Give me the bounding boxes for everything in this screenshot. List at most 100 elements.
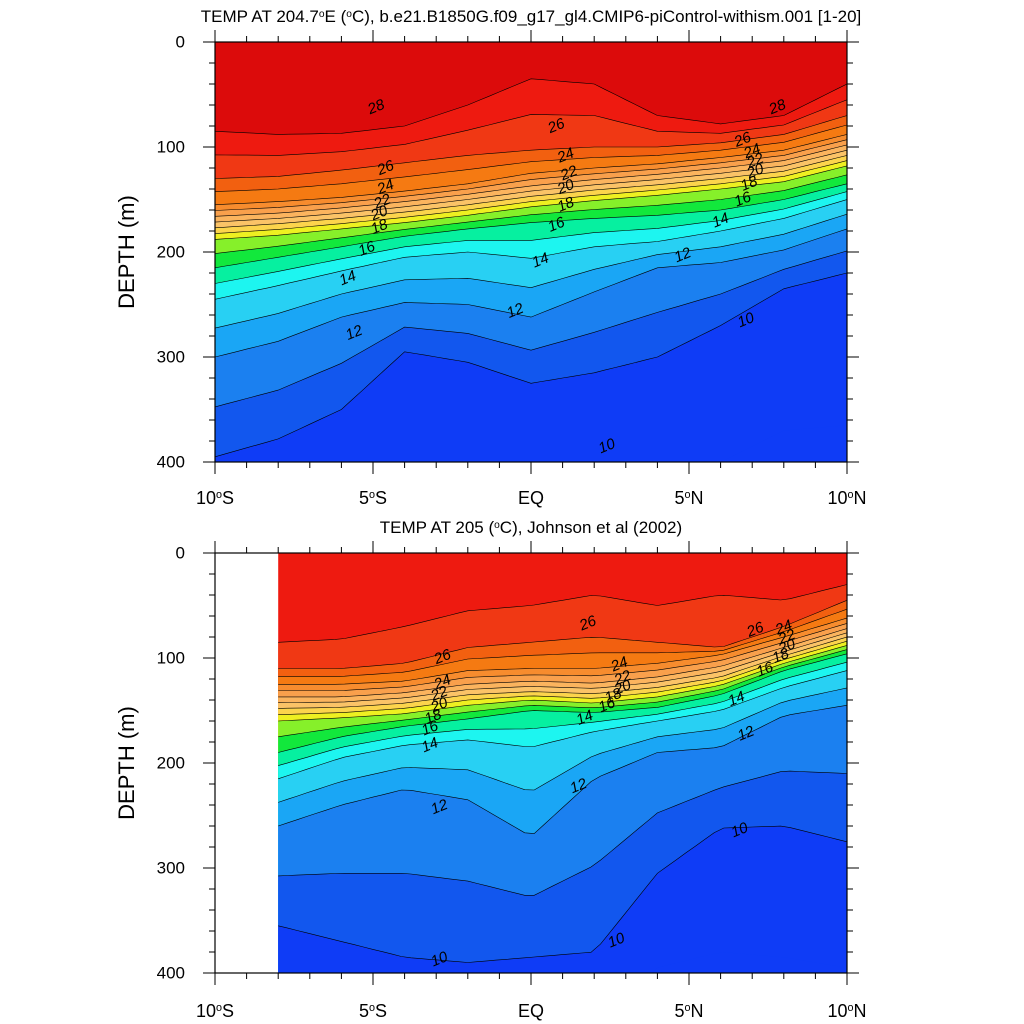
contour-label: 18 bbox=[738, 172, 760, 194]
isotherm-line bbox=[215, 160, 847, 234]
text-part: N bbox=[691, 488, 704, 508]
text-part: 10 bbox=[196, 488, 216, 508]
contour-label: 14 bbox=[574, 707, 596, 729]
degree-superscript: o bbox=[216, 1002, 222, 1014]
contour-label: 14 bbox=[419, 734, 441, 756]
y-tick-label: 100 bbox=[157, 138, 185, 157]
contour-label: 22 bbox=[371, 190, 394, 213]
contour-label: 20 bbox=[428, 694, 451, 717]
temperature-band bbox=[720, 425, 847, 462]
isotherm-line bbox=[215, 272, 847, 458]
isotherm-line bbox=[215, 124, 847, 192]
isotherm-line bbox=[278, 705, 847, 834]
isotherm-line bbox=[215, 191, 847, 284]
isotherm-line bbox=[215, 199, 847, 300]
contour-label: 24 bbox=[740, 140, 763, 162]
degree-superscript: o bbox=[685, 489, 691, 501]
text-part: C), b.e21.B1850G.f09_g17_gl4.CMIP6-piCon… bbox=[352, 7, 861, 26]
text-part: 10 bbox=[196, 1001, 216, 1021]
contour-label: 14 bbox=[710, 209, 732, 231]
x-tick-label: 5oN bbox=[674, 1001, 703, 1021]
degree-superscript: o bbox=[319, 9, 325, 20]
y-tick-label: 400 bbox=[157, 964, 185, 983]
isotherm-line bbox=[215, 174, 847, 254]
contour-label: 24 bbox=[772, 617, 795, 639]
isotherm-line bbox=[215, 183, 847, 269]
y-tick-label: 100 bbox=[157, 649, 185, 668]
x-tick-label: 10oN bbox=[827, 488, 866, 508]
x-tick-label: EQ bbox=[518, 488, 544, 508]
contour-label: 20 bbox=[367, 202, 390, 225]
isotherm-line bbox=[215, 149, 847, 223]
panel-title: TEMP AT 205 (oC), Johnson et al (2002) bbox=[380, 518, 682, 537]
contour-label: 22 bbox=[775, 626, 798, 649]
isotherm-line bbox=[278, 584, 847, 643]
contour-label: 16 bbox=[545, 213, 567, 235]
x-tick-label: 10oS bbox=[196, 488, 234, 508]
x-tick-label: 5oS bbox=[359, 1001, 387, 1021]
text-part: 5 bbox=[359, 1001, 369, 1021]
contour-label: 12 bbox=[343, 322, 365, 344]
degree-superscript: o bbox=[685, 1002, 691, 1014]
contour-field bbox=[278, 553, 847, 973]
isotherm-line bbox=[278, 632, 847, 703]
contour-label: 18 bbox=[368, 216, 390, 238]
y-tick-label: 0 bbox=[176, 33, 185, 52]
contour-label: 24 bbox=[374, 176, 397, 198]
text-part: 5 bbox=[359, 488, 369, 508]
text-part: EQ bbox=[518, 488, 544, 508]
y-tick-label: 300 bbox=[157, 859, 185, 878]
text-part: S bbox=[375, 1001, 387, 1021]
contour-label: 12 bbox=[504, 300, 526, 322]
contour-label: 16 bbox=[596, 694, 618, 716]
degree-superscript: o bbox=[369, 1002, 375, 1014]
contour-label: 10 bbox=[428, 948, 450, 970]
contour-label: 22 bbox=[557, 162, 580, 185]
contour-label: 26 bbox=[744, 618, 767, 641]
isotherm-line bbox=[278, 640, 847, 715]
text-part: 5 bbox=[674, 1001, 684, 1021]
degree-superscript: o bbox=[216, 489, 222, 501]
contour-label: 24 bbox=[431, 671, 454, 693]
text-part: N bbox=[691, 1001, 704, 1021]
contour-label: 12 bbox=[428, 796, 450, 818]
temperature-band bbox=[215, 273, 847, 462]
text-part: TEMP AT 205 ( bbox=[380, 518, 495, 537]
isotherm-line bbox=[278, 670, 847, 780]
ticks bbox=[203, 541, 859, 985]
isotherm-line bbox=[215, 250, 847, 408]
contour-label: 26 bbox=[731, 128, 754, 151]
x-tick-label: 5oN bbox=[674, 488, 703, 508]
contour-label: 28 bbox=[364, 96, 387, 119]
contour-label: 26 bbox=[431, 646, 454, 669]
isotherm-line bbox=[215, 155, 847, 229]
contour-label: 24 bbox=[608, 653, 631, 675]
text-part: 5 bbox=[674, 488, 684, 508]
isotherm-line bbox=[215, 99, 847, 156]
contour-label: 16 bbox=[419, 717, 441, 739]
contour-label: 18 bbox=[602, 685, 624, 707]
degree-superscript: o bbox=[848, 489, 854, 501]
contour-label: 26 bbox=[544, 115, 567, 138]
isotherm-line bbox=[215, 115, 847, 179]
contour-label: 24 bbox=[554, 144, 577, 166]
contour-label: 14 bbox=[725, 688, 747, 710]
degree-superscript: o bbox=[369, 489, 375, 501]
isotherm-line bbox=[278, 636, 847, 709]
x-tick-label: 5oS bbox=[359, 488, 387, 508]
isotherm-line bbox=[215, 139, 847, 211]
contour-label: 26 bbox=[374, 157, 397, 180]
isotherm-line bbox=[278, 825, 847, 963]
text-part: S bbox=[375, 488, 387, 508]
temperature-band bbox=[651, 952, 847, 973]
x-tick-label: 10oS bbox=[196, 1001, 234, 1021]
contour-field bbox=[215, 42, 847, 462]
contour-label: 28 bbox=[766, 96, 789, 119]
contour-label: 22 bbox=[428, 682, 451, 705]
contour-label: 20 bbox=[744, 160, 767, 183]
contour-label: 22 bbox=[611, 667, 634, 690]
isotherm-line bbox=[278, 628, 847, 698]
isotherm-line bbox=[215, 78, 847, 135]
degree-superscript: o bbox=[494, 520, 500, 531]
